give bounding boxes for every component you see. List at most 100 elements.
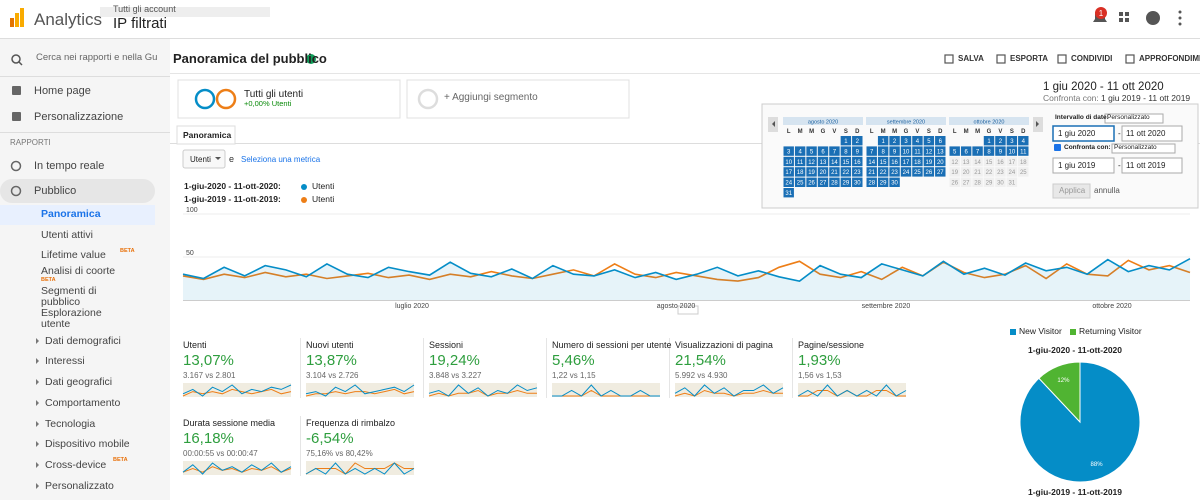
search-icon: [11, 54, 21, 64]
end-date[interactable]: 11 ott 2020: [1126, 129, 1166, 138]
beta-badge: BETA: [41, 277, 56, 283]
weekday: D: [938, 129, 943, 135]
day-cell: [949, 167, 960, 177]
day-cell: [983, 177, 995, 187]
expand-arrow: [36, 379, 39, 385]
legend-swatch: [1010, 329, 1016, 335]
nav-subitem[interactable]: Dati geografici: [45, 376, 113, 388]
line: [182, 257, 1191, 282]
legend-metric: Utenti: [312, 181, 335, 191]
apps-icon[interactable]: [1119, 12, 1123, 16]
apps-icon: [1125, 18, 1129, 22]
select: [1104, 113, 1164, 124]
nav-arrow: [1036, 121, 1039, 127]
add-segment-box[interactable]: [406, 79, 630, 119]
logo-bar: [15, 13, 19, 27]
action-button[interactable]: APPROFONDIMENTI: [1139, 54, 1200, 63]
nav-subitem[interactable]: Interessi: [45, 355, 85, 367]
sparkline: [552, 389, 660, 397]
tab-label[interactable]: Panoramica: [183, 130, 232, 140]
day-cell: [852, 136, 863, 146]
action-icon: [944, 54, 954, 64]
day-cell: [806, 167, 817, 177]
month-name: ottobre 2020: [974, 120, 1005, 126]
legend-period: 1-giu-2020 - 11-ott-2020:: [184, 181, 281, 191]
metric-compare: 3.167 vs 2.801: [183, 371, 236, 380]
day-cell: [840, 167, 852, 177]
start-date[interactable]: 1 giu 2020: [1058, 129, 1096, 138]
nav-subitem[interactable]: Segmenti di pubblico: [41, 285, 97, 308]
x-tick-label: luglio 2020: [395, 303, 429, 310]
help-icon[interactable]: [1146, 11, 1160, 25]
day: 8: [844, 149, 848, 155]
nav-subitem[interactable]: Utenti attivi: [41, 229, 93, 241]
action-button[interactable]: CONDIVIDI: [1071, 54, 1113, 63]
date-range[interactable]: 1 giu 2020 - 11 ott 2020: [1043, 81, 1164, 93]
compare-start[interactable]: 1 giu 2019: [1058, 161, 1096, 170]
logo-bar: [20, 8, 24, 27]
day-cell: [960, 146, 972, 156]
weekday: M: [881, 129, 886, 135]
segment-ring: [194, 88, 216, 110]
nav-subitem[interactable]: Comportamento: [45, 397, 121, 409]
compare-type[interactable]: Personalizzato: [1114, 144, 1157, 151]
nav-item[interactable]: In tempo reale: [34, 160, 105, 172]
action-button[interactable]: SALVA: [958, 54, 984, 63]
menu-icon[interactable]: [1178, 10, 1182, 14]
area: [183, 258, 1190, 300]
property-name[interactable]: IP filtrati: [113, 15, 167, 32]
nav-item[interactable]: Personalizzazione: [34, 111, 124, 123]
day: 13: [963, 160, 970, 166]
day-cell: [783, 146, 794, 156]
day-cell: [960, 177, 972, 187]
nav-subitem[interactable]: Analisi di coorte: [41, 265, 116, 277]
day-cell: [852, 167, 863, 177]
day: 1: [844, 139, 848, 145]
metric-compare: 1,22 vs 1,15: [552, 371, 596, 380]
weekday: M: [892, 129, 897, 135]
weekday: L: [953, 129, 957, 135]
day: 30: [997, 181, 1004, 187]
day-cell: [806, 146, 817, 156]
dropdown-arrow: [215, 157, 221, 160]
day-cell: [983, 167, 995, 177]
nav-subitem[interactable]: Esplorazione utente: [41, 307, 102, 330]
nav-subitem[interactable]: Dispositivo mobile: [45, 438, 130, 450]
input: [1052, 157, 1115, 174]
day: 27: [963, 181, 970, 187]
day-cell: [935, 146, 946, 156]
pie-legend: New Visitor: [1019, 326, 1062, 336]
metric-select[interactable]: Utenti: [190, 155, 211, 164]
range-type[interactable]: Personalizzato: [1107, 114, 1150, 121]
spark-bg: [675, 383, 783, 397]
day-cell: [794, 167, 806, 177]
nav-subitem[interactable]: Tecnologia: [45, 418, 96, 430]
day: 17: [785, 170, 792, 176]
nav-subitem[interactable]: Dati demografici: [45, 335, 121, 347]
day-cell: [889, 156, 900, 167]
chart-handle[interactable]: [677, 305, 699, 315]
search-input[interactable]: Cerca nei rapporti e nella Gu: [36, 52, 158, 63]
pie-label: 12%: [1057, 378, 1070, 384]
weekday: S: [844, 129, 848, 135]
nav-item[interactable]: Pubblico: [34, 185, 77, 197]
add-segment[interactable]: + Aggiungi segmento: [444, 92, 538, 103]
nav-item[interactable]: Home page: [34, 85, 91, 97]
compare-end[interactable]: 11 ott 2019: [1126, 161, 1166, 170]
day: 1: [881, 139, 885, 145]
weekday: S: [927, 129, 931, 135]
tab[interactable]: [176, 125, 236, 145]
apply-button[interactable]: Applica: [1059, 186, 1086, 195]
action-button[interactable]: ESPORTA: [1010, 54, 1049, 63]
select-metric-link[interactable]: Seleziona una metrica: [241, 155, 321, 164]
nav-subitem[interactable]: Personalizzato: [45, 480, 114, 492]
nav-subitem[interactable]: Cross-device: [45, 459, 107, 471]
nav-subitem[interactable]: Lifetime value: [41, 249, 106, 261]
cancel-link[interactable]: annulla: [1094, 186, 1120, 195]
metric-dropdown[interactable]: [182, 149, 226, 169]
metric-compare: 1,56 vs 1,53: [798, 371, 842, 380]
day: 3: [904, 139, 908, 145]
nav-subitem[interactable]: Panoramica: [41, 208, 101, 220]
compare-label: Confronta con:: [1064, 144, 1111, 151]
day-cell: [783, 177, 794, 187]
